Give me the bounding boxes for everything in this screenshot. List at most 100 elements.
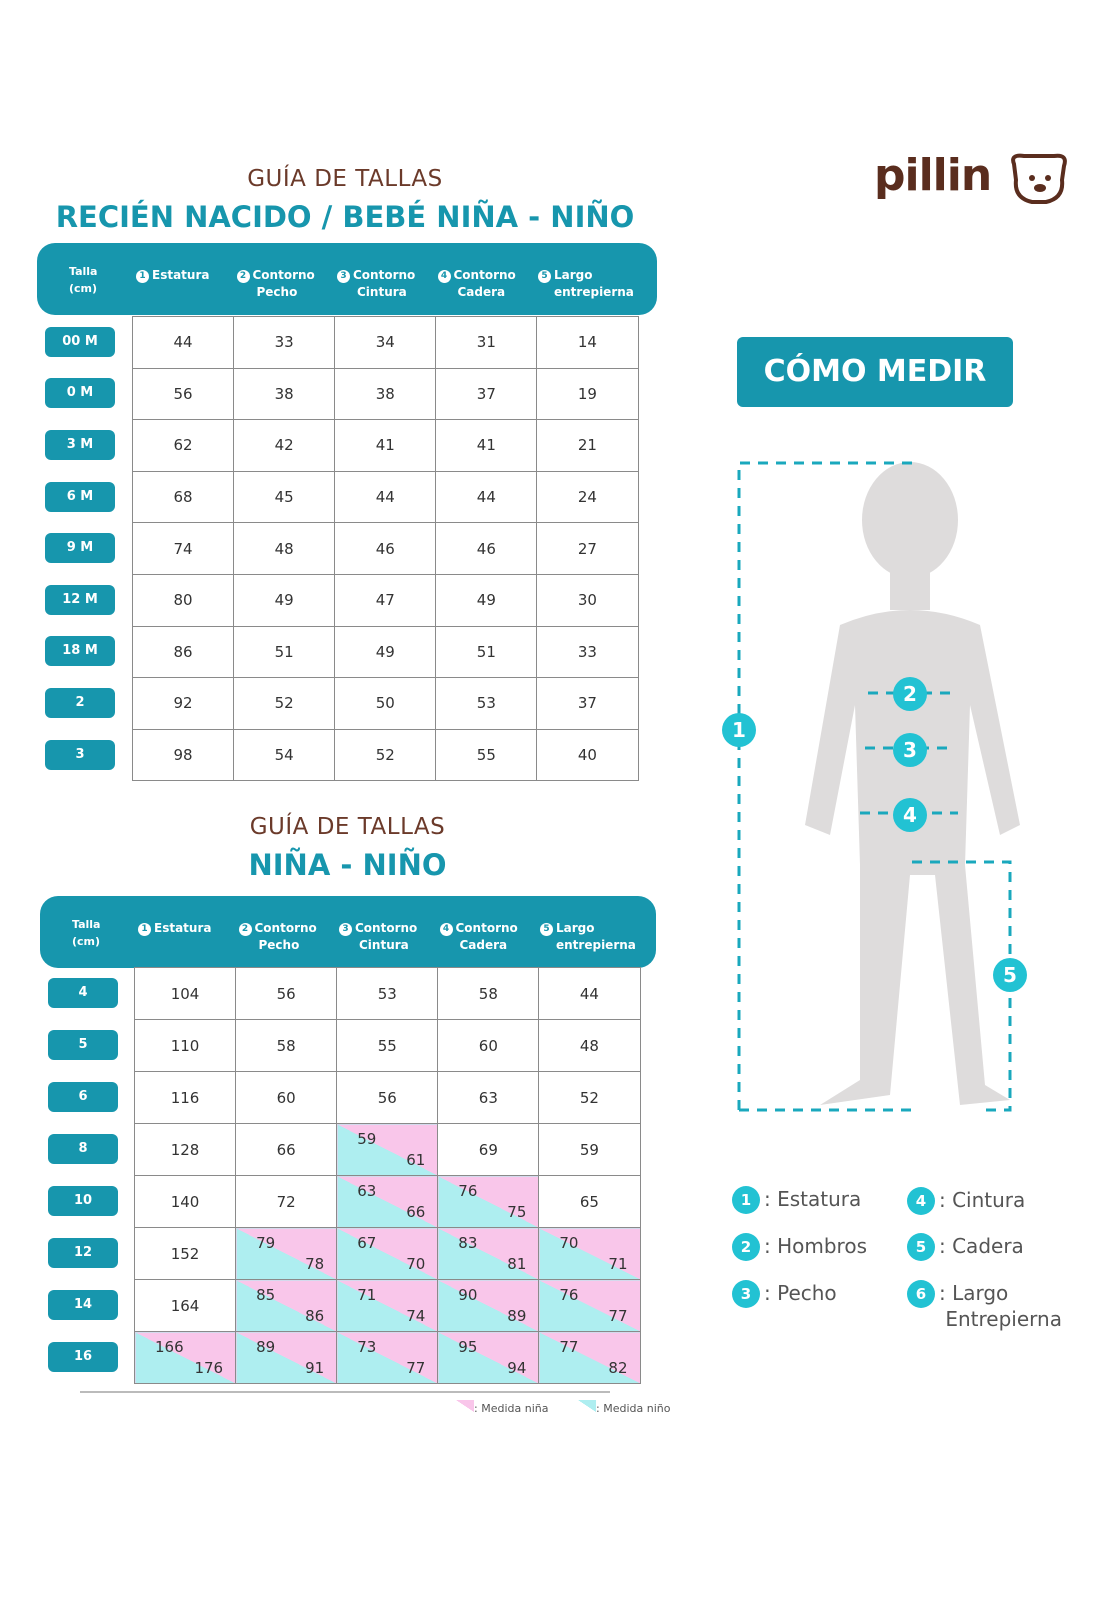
size-label: 2 xyxy=(45,688,115,718)
split-cell: 76 75 xyxy=(437,1175,540,1228)
table-cell: 66 xyxy=(235,1123,338,1176)
marker-2: 2 xyxy=(893,677,927,711)
table-cell: 55 xyxy=(336,1019,439,1072)
table-cell: 53 xyxy=(336,967,439,1020)
number-badge-icon: 5 xyxy=(538,270,551,283)
table-row: 152 79 78 67 70 83 81 70 71 xyxy=(133,1227,641,1280)
measure-legend-item: 6: Largo Entrepierna xyxy=(907,1280,1062,1332)
legend-boy: : Medida niño xyxy=(578,1400,670,1415)
table-row: 104 56 53 58 44 xyxy=(133,967,641,1020)
dog-face-icon xyxy=(1011,153,1067,204)
size-label: 14 xyxy=(48,1290,118,1320)
split-cell: 76 77 xyxy=(538,1279,641,1332)
table-cell: 52 xyxy=(233,677,336,730)
header-talla: Talla (cm) xyxy=(72,918,101,948)
boy-value: 74 xyxy=(406,1307,426,1325)
table-row: 80 49 47 49 30 xyxy=(131,573,639,627)
boy-value: 78 xyxy=(305,1255,325,1273)
size-label: 5 xyxy=(48,1030,118,1060)
header-col-3: 3 Contorno Cintura xyxy=(337,267,415,301)
table-cell: 164 xyxy=(133,1279,237,1332)
table-cell: 53 xyxy=(435,677,538,730)
table-cell: 34 xyxy=(334,316,437,369)
table-cell: 62 xyxy=(131,419,235,472)
girl-value: 166 xyxy=(155,1338,184,1356)
girl-value: 76 xyxy=(458,1182,478,1200)
split-cell: 70 71 xyxy=(538,1227,641,1280)
split-cell: 85 86 xyxy=(235,1279,338,1332)
split-cell: 83 81 xyxy=(437,1227,540,1280)
size-grid: 104 56 53 58 44 110 58 55 60 48 116 60 56 63 52 128 66 59… xyxy=(133,967,641,1384)
measure-label: : Cadera xyxy=(939,1234,1024,1258)
size-label: 10 xyxy=(48,1186,118,1216)
size-label: 3 M xyxy=(45,430,115,460)
table-cell: 68 xyxy=(131,470,235,524)
table-row: 116 60 56 63 52 xyxy=(133,1071,641,1124)
size-label: 18 M xyxy=(45,636,115,667)
marker-4: 4 xyxy=(893,798,927,832)
measure-label: : Hombros xyxy=(764,1234,867,1258)
split-cell: 77 82 xyxy=(538,1331,641,1384)
header-col-2: 2 Contorno Pecho xyxy=(238,920,317,954)
girl-value: 59 xyxy=(357,1130,377,1148)
divider xyxy=(80,1391,610,1393)
header-col-1: 1 Estatura xyxy=(138,920,211,937)
split-cell: 71 74 xyxy=(336,1279,439,1332)
size-label: 9 M xyxy=(45,533,115,564)
table-cell: 58 xyxy=(235,1019,338,1072)
size-label: 12 xyxy=(48,1238,118,1268)
table-cell: 98 xyxy=(131,728,235,782)
table-cell: 38 xyxy=(334,367,437,421)
header-col-1: 1 Estatura xyxy=(136,267,209,284)
girl-value: 95 xyxy=(458,1338,478,1356)
number-badge-icon: 4 xyxy=(439,923,453,936)
size-label: 6 M xyxy=(45,481,115,512)
table-row: 164 85 86 71 74 90 89 76 77 xyxy=(133,1279,641,1332)
table1-subtitle: GUÍA DE TALLAS xyxy=(247,166,443,192)
table-cell: 56 xyxy=(336,1071,439,1124)
girl-value: 83 xyxy=(458,1234,478,1252)
table-cell: 59 xyxy=(538,1123,641,1176)
table-cell: 27 xyxy=(536,522,639,575)
child-silhouette-figure xyxy=(737,461,1020,1112)
header-col-5: 5 Largo entrepierna xyxy=(540,920,636,954)
marker-1: 1 xyxy=(722,713,756,747)
girl-value: 73 xyxy=(357,1338,377,1356)
table-cell: 46 xyxy=(435,522,538,575)
table-cell: 37 xyxy=(536,677,639,730)
table-cell: 46 xyxy=(334,522,437,575)
split-cell: 59 61 xyxy=(336,1123,439,1176)
table-cell: 44 xyxy=(131,316,235,369)
table-cell: 30 xyxy=(536,573,639,627)
table-cell: 104 xyxy=(133,967,237,1020)
girl-value: 76 xyxy=(559,1286,579,1304)
boy-value: 77 xyxy=(608,1307,628,1325)
number-badge-icon: 4 xyxy=(437,270,451,283)
how-to-measure-banner: CÓMO MEDIR xyxy=(737,337,1013,407)
size-label: 00 M xyxy=(45,326,115,357)
number-circle-icon: 3 xyxy=(732,1280,760,1308)
table-cell: 80 xyxy=(131,573,235,627)
table-cell: 58 xyxy=(437,967,540,1020)
header-talla: Talla (cm) xyxy=(69,265,98,295)
measure-label: : Largo Entrepierna xyxy=(939,1281,1062,1331)
table-row: 140 72 63 66 76 75 65 xyxy=(133,1175,641,1228)
legend-boy-label: : Medida niño xyxy=(596,1402,671,1415)
table-cell: 128 xyxy=(133,1123,237,1176)
child-silhouette xyxy=(805,462,1020,1105)
size-label: 16 xyxy=(48,1342,118,1372)
number-badge-icon: 5 xyxy=(540,923,553,936)
boy-value: 82 xyxy=(608,1359,628,1377)
table-cell: 14 xyxy=(536,316,639,369)
table-row: 86 51 49 51 33 xyxy=(131,625,639,679)
table-cell: 65 xyxy=(538,1175,641,1228)
split-cell: 90 89 xyxy=(437,1279,540,1332)
number-badge-icon: 2 xyxy=(236,270,250,283)
split-cell: 89 91 xyxy=(235,1331,338,1384)
number-circle-icon: 5 xyxy=(907,1233,935,1261)
size-label: 6 xyxy=(48,1082,118,1112)
table-cell: 51 xyxy=(233,625,336,679)
table-cell: 19 xyxy=(536,367,639,421)
table-cell: 152 xyxy=(133,1227,237,1280)
size-label: 8 xyxy=(48,1134,118,1164)
